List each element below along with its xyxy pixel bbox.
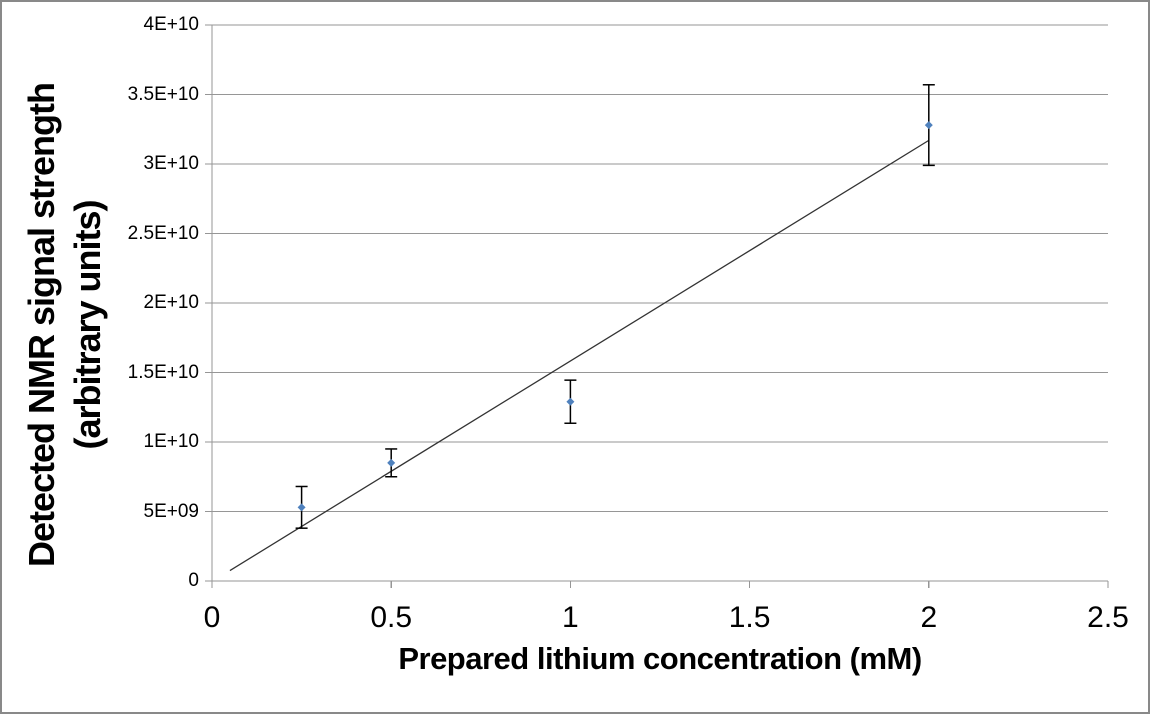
trendline (229, 139, 930, 572)
x-axis-title: Prepared lithium concentration (mM) (398, 641, 922, 676)
y-axis-title-line2: (arbitrary units) (67, 200, 108, 450)
y-tick-label: 3.5E+10 (127, 83, 199, 105)
y-tick-label: 5E+09 (143, 500, 199, 522)
data-point-marker (566, 397, 575, 406)
x-tick-label: 1 (562, 601, 579, 634)
y-axis-title: Detected NMR signal strength (arbitrary … (19, 45, 115, 605)
x-tick-label: 0.5 (370, 601, 413, 634)
y-axis-title-line1: Detected NMR signal strength (21, 82, 62, 568)
data-point-marker (297, 503, 306, 512)
x-tick-label: 2 (920, 601, 938, 634)
y-tick-label: 3E+10 (143, 153, 199, 174)
y-tick-label: 2E+10 (143, 292, 199, 313)
x-tick-label: 2.5 (1087, 601, 1129, 634)
y-tick-label: 1E+10 (143, 431, 199, 452)
y-tick-label: 2.5E+10 (127, 222, 199, 244)
y-tick-label: 0 (188, 570, 199, 591)
x-tick-label: 0 (203, 601, 221, 634)
y-tick-label: 1.5E+10 (127, 361, 199, 383)
data-point-marker (387, 458, 396, 467)
x-tick-label: 1.5 (728, 601, 771, 634)
y-tick-label: 4E+10 (143, 14, 199, 35)
data-point-marker (924, 121, 933, 130)
